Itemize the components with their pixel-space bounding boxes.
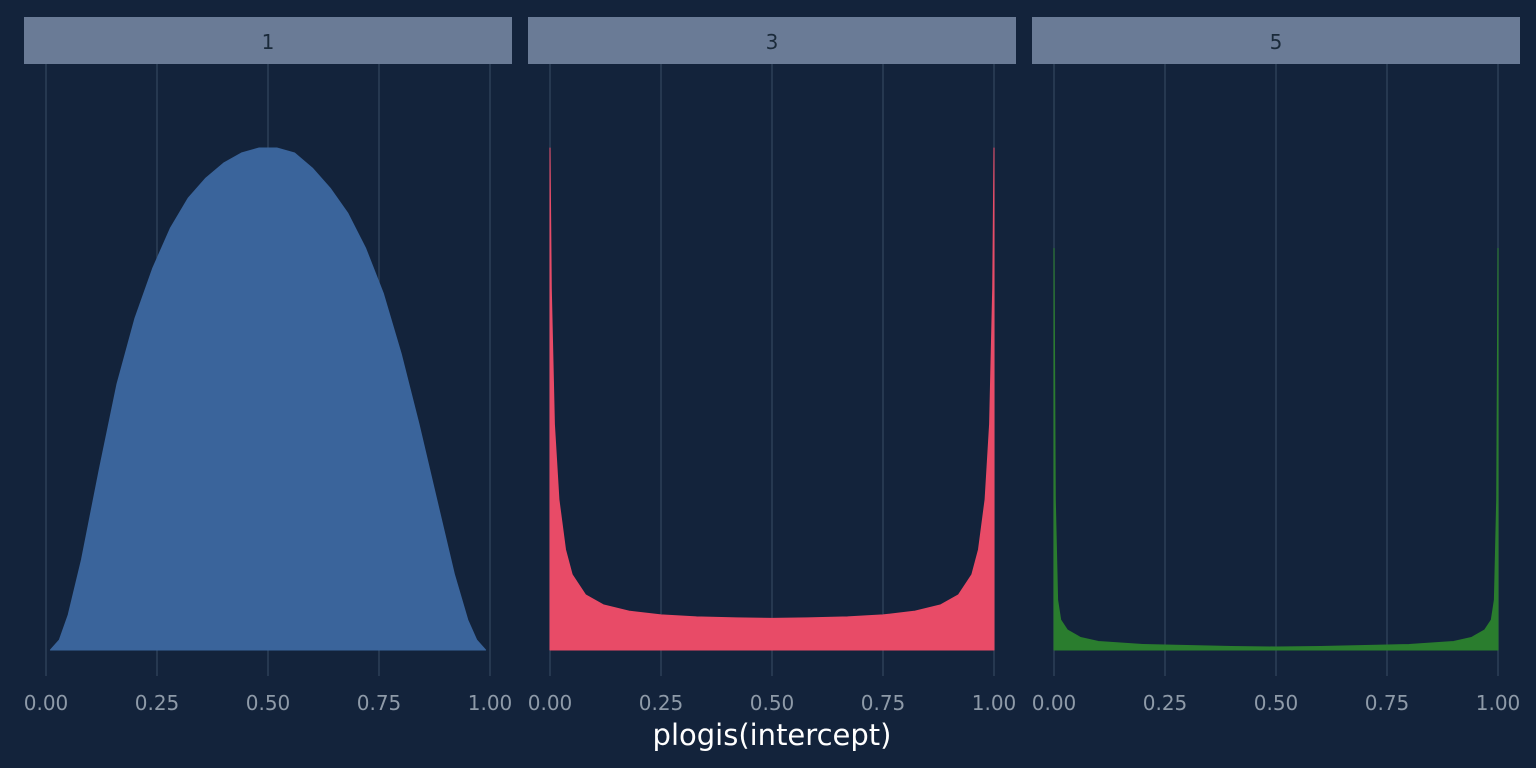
- x-tick-label-0.00: 0.00: [24, 691, 69, 715]
- x-tick-label-0.00: 0.00: [528, 691, 573, 715]
- x-tick-label-0.75: 0.75: [357, 691, 402, 715]
- x-tick-label-0.25: 0.25: [1143, 691, 1188, 715]
- facet-strip-3: [528, 17, 1016, 64]
- x-tick-label-0.75: 0.75: [1365, 691, 1410, 715]
- facet-panels: 1 0.00 0.25 0.50 0.75 1.00 3 0.00 0.25 0.50 0.75 1.…: [24, 17, 1521, 715]
- x-tick-label-1.00: 1.00: [972, 691, 1017, 715]
- facet-strip-label-5: 5: [1270, 30, 1283, 54]
- density-area-5: [1053, 247, 1499, 651]
- density-area-1: [49, 147, 487, 651]
- facet-strip-5: [1032, 17, 1520, 64]
- density-area-3: [549, 147, 995, 651]
- x-tick-label-0.00: 0.00: [1032, 691, 1077, 715]
- facet-strip-1: [24, 17, 512, 64]
- facet-strip-label-3: 3: [766, 30, 779, 54]
- x-tick-label-0.50: 0.50: [750, 691, 795, 715]
- x-tick-label-1.00: 1.00: [468, 691, 513, 715]
- x-tick-label-0.25: 0.25: [135, 691, 180, 715]
- x-tick-label-1.00: 1.00: [1476, 691, 1521, 715]
- facet-panel-3: 3 0.00 0.25 0.50 0.75 1.00: [528, 17, 1017, 715]
- x-tick-label-0.50: 0.50: [246, 691, 291, 715]
- facet-panel-5: 5 0.00 0.25 0.50 0.75 1.00: [1032, 17, 1521, 715]
- facet-panel-1: 1 0.00 0.25 0.50 0.75 1.00: [24, 17, 513, 715]
- x-tick-label-0.25: 0.25: [639, 691, 684, 715]
- x-tick-label-0.50: 0.50: [1254, 691, 1299, 715]
- facet-strip-label-1: 1: [262, 30, 275, 54]
- x-tick-label-0.75: 0.75: [861, 691, 906, 715]
- x-axis-title: plogis(intercept): [653, 718, 892, 752]
